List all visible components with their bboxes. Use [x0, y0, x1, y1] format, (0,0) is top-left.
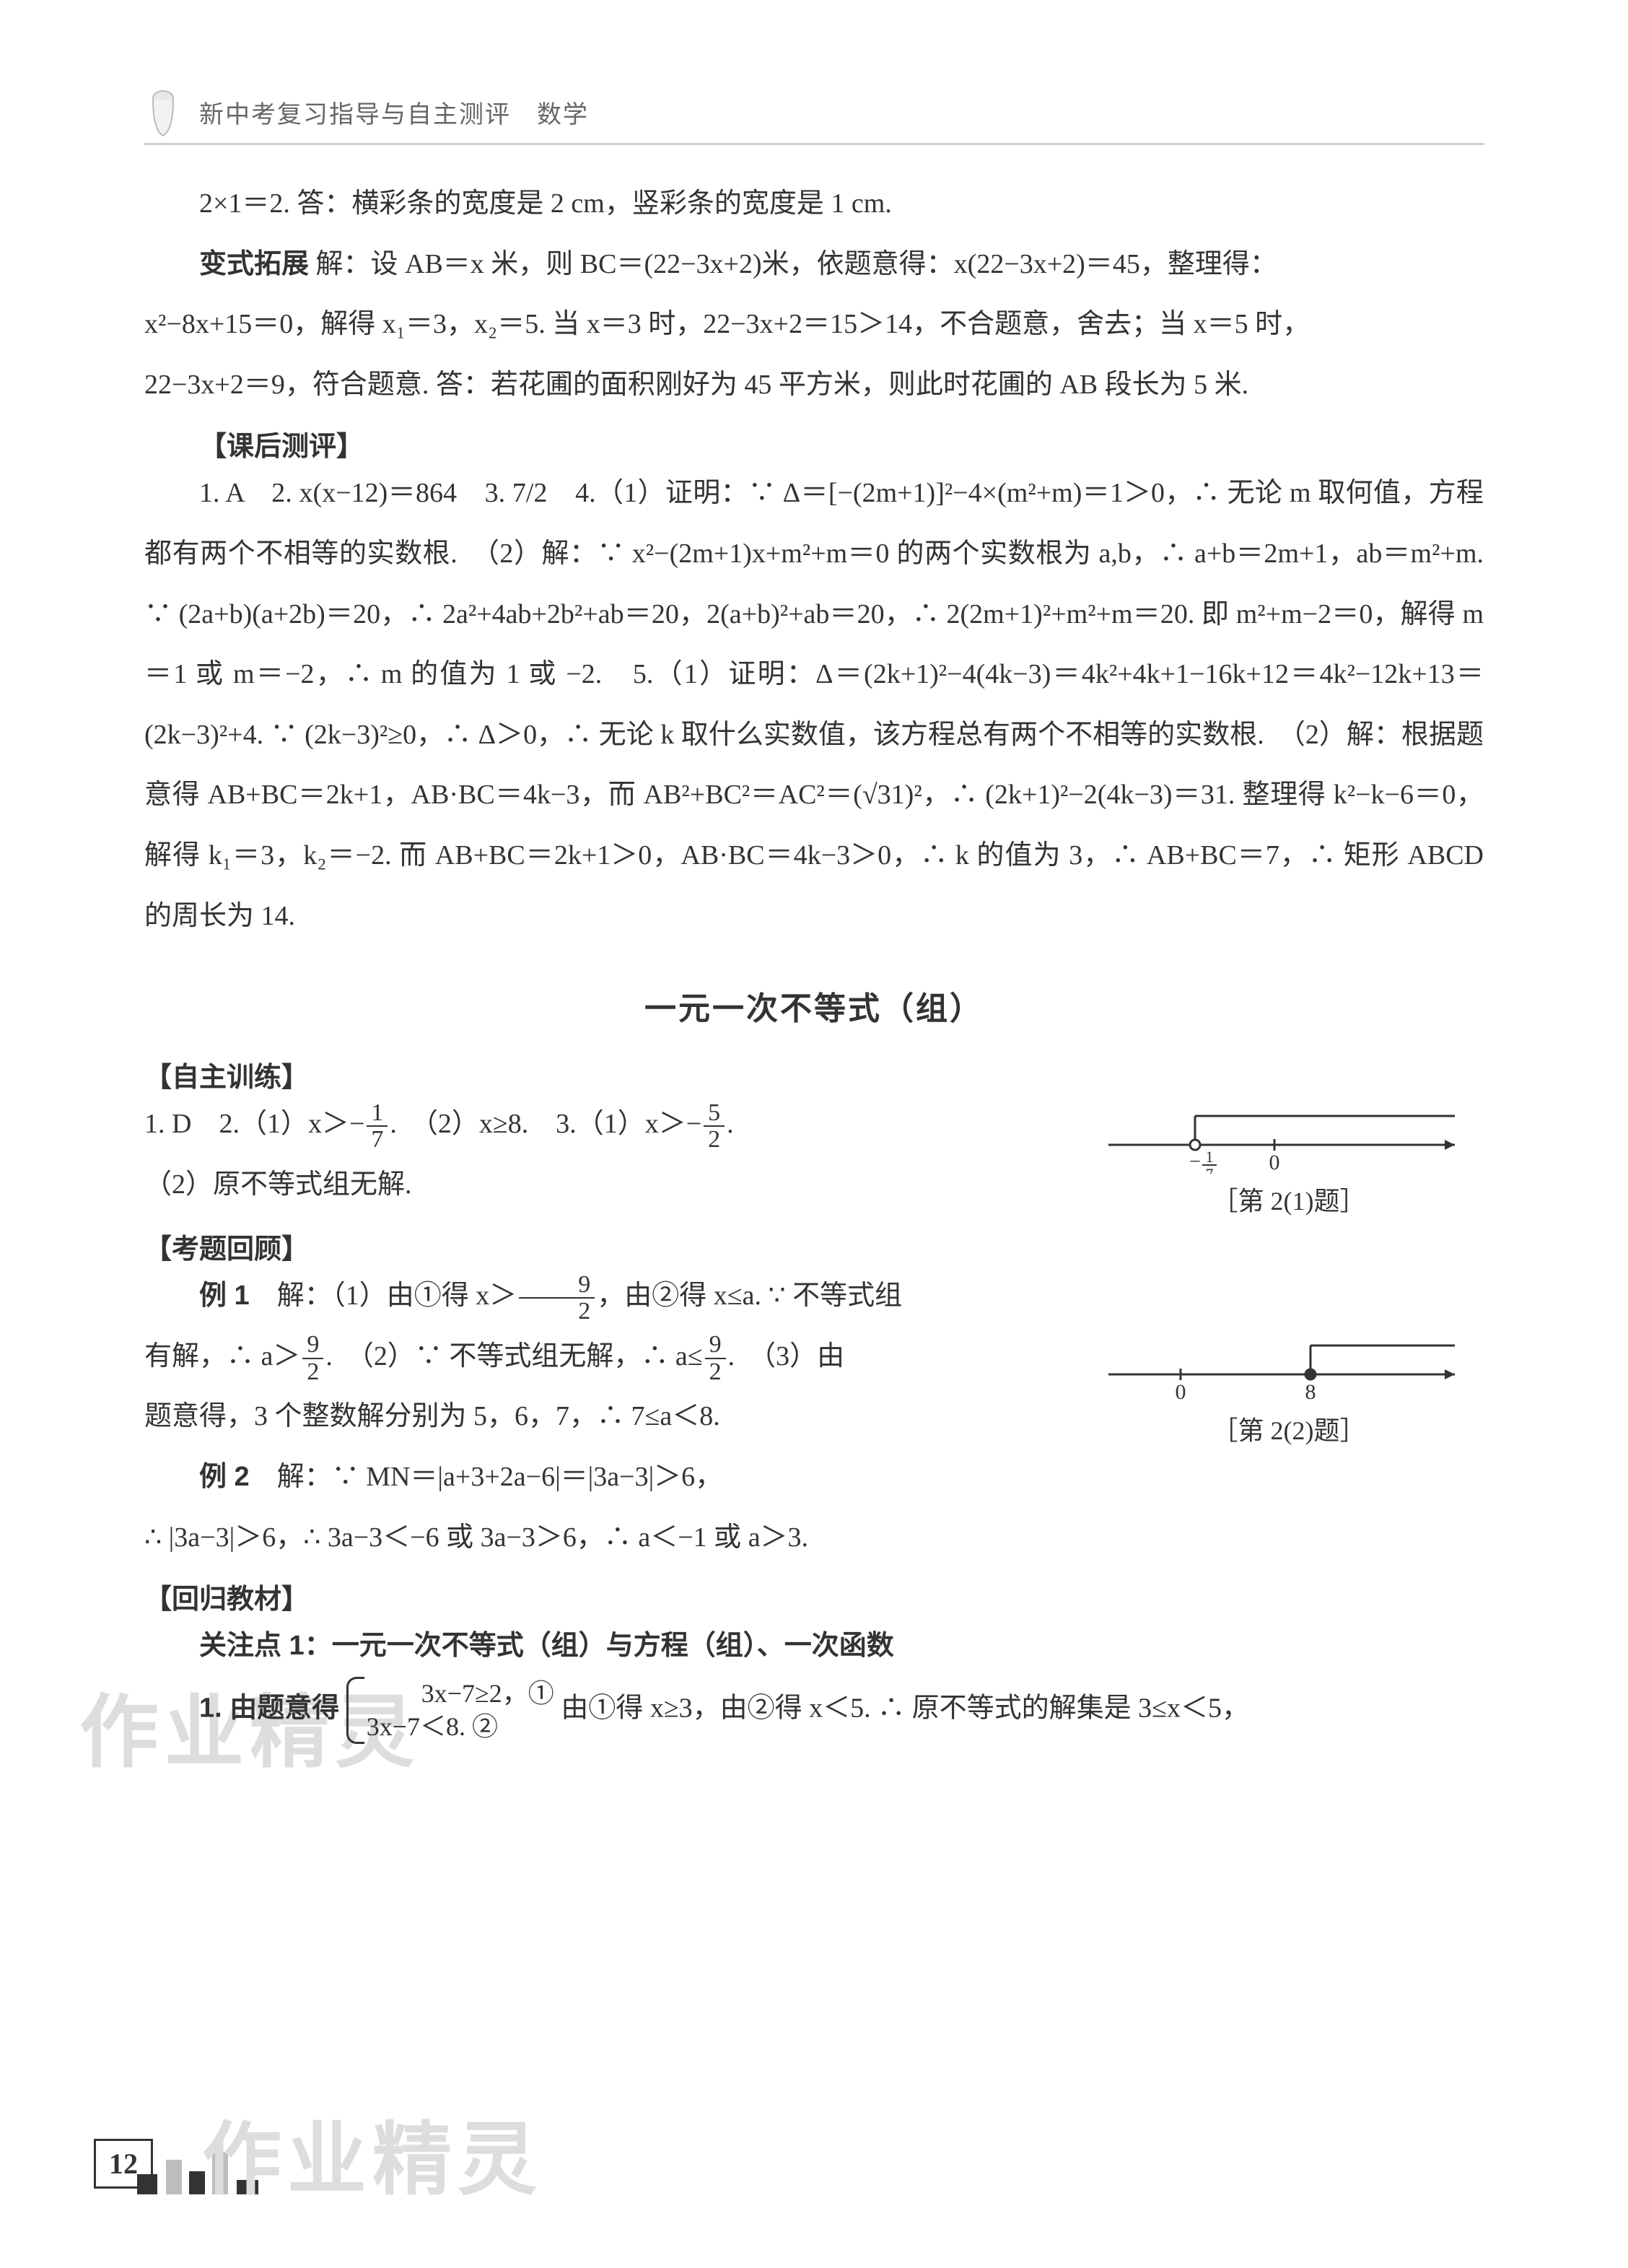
- ex1-d: . （2）∵ 不等式组无解，∴ a≤: [325, 1341, 702, 1371]
- zizhu-row: 1. D 2.（1）x＞−17. （2）x≥8. 3.（1）x＞−52. （2）…: [144, 1094, 1484, 1218]
- frac-1-7: 17: [367, 1100, 388, 1153]
- svg-text:0: 0: [1176, 1380, 1186, 1403]
- number-line-1: − 1 7 0: [1094, 1094, 1469, 1174]
- zizhu-line2: （2）原不等式组无解.: [144, 1155, 1072, 1216]
- frac-9-2-a: 92: [519, 1272, 595, 1325]
- zz-l1a: 1. D 2.（1）x＞−: [144, 1109, 364, 1139]
- q1-b: 由①得 x≥3，由②得 x＜5. ∴ 原不等式的解集是 3≤x＜5，: [561, 1693, 1249, 1723]
- header-title: 新中考复习指导与自主测评 数学: [199, 95, 589, 130]
- huigui-q1: 1. 由题意得 3x−7≥2，① 3x−7＜8. ② 由①得 x≥3，由②得 x…: [144, 1677, 1484, 1745]
- ex1-f: 题意得，3 个整数解分别为 5，6，7，∴ 7≤a＜8.: [144, 1387, 1072, 1447]
- ex1-c: 有解，∴ a＞: [144, 1341, 300, 1371]
- fig2-container: 0 8 ［第 2(2)题］: [1094, 1266, 1484, 1447]
- svg-text:7: 7: [1206, 1165, 1214, 1174]
- svg-text:1: 1: [1206, 1148, 1214, 1166]
- ex1-line1: 例 1 解：（1）由①得 x＞92，由②得 x≤a. ∵ 不等式组: [144, 1266, 1072, 1327]
- page-header: 新中考复习指导与自主测评 数学: [144, 87, 1484, 145]
- bst-label: 变式拓展: [199, 249, 309, 279]
- zizhu-label: 【自主训练】: [144, 1055, 1484, 1094]
- svg-text:0: 0: [1269, 1151, 1280, 1174]
- ex1-label: 例 1: [199, 1281, 250, 1311]
- huigui-label: 【回归教材】: [144, 1576, 1484, 1616]
- kaoti-label: 【考题回顾】: [144, 1226, 1484, 1266]
- top-line-1: 2×1＝2. 答：横彩条的宽度是 2 cm，竖彩条的宽度是 1 cm.: [144, 174, 1484, 235]
- focus-label: 关注点 1：一元一次不等式（组）与方程（组）、一次函数: [144, 1616, 1484, 1677]
- frac-9-2-c: 92: [705, 1332, 726, 1384]
- ex1-line2: 有解，∴ a＞92. （2）∵ 不等式组无解，∴ a≤92. （3）由: [144, 1327, 1072, 1387]
- q1-a: 1. 由题意得: [199, 1693, 339, 1723]
- zz-l1c: .: [727, 1109, 734, 1139]
- fig2-caption: ［第 2(2)题］: [1094, 1410, 1484, 1447]
- kaoti-row: 例 1 解：（1）由①得 x＞92，由②得 x≤a. ∵ 不等式组 有解，∴ a…: [144, 1266, 1484, 1568]
- ex2-line1: 例 2 解：∵ MN＝|a+3+2a−6|＝|3a−3|＞6，: [144, 1447, 1072, 1508]
- center-title: 一元一次不等式（组）: [144, 982, 1484, 1029]
- brace-bot: 3x−7＜8. ②: [367, 1712, 498, 1741]
- fig1-caption: ［第 2(1)题］: [1094, 1180, 1484, 1218]
- svg-text:−: −: [1189, 1151, 1201, 1173]
- svg-text:8: 8: [1305, 1380, 1316, 1403]
- ex2-a: 解：∵ MN＝|a+3+2a−6|＝|3a−3|＞6，: [250, 1462, 722, 1492]
- zz-l1b: . （2）x≥8. 3.（1）x＞−: [390, 1109, 701, 1139]
- ex1-b: ，由②得 x≤a. ∵ 不等式组: [597, 1281, 902, 1311]
- ex2-label: 例 2: [199, 1462, 250, 1492]
- ex1-e: . （3）由: [728, 1341, 845, 1371]
- fig1-container: − 1 7 0 ［第 2(1)题］: [1094, 1094, 1484, 1218]
- page-container: 新中考复习指导与自主测评 数学 2×1＝2. 答：横彩条的宽度是 2 cm，竖彩…: [0, 0, 1628, 1816]
- brace-top: 3x−7≥2，①: [421, 1679, 554, 1708]
- kehou-label: 【课后测评】: [144, 424, 1484, 463]
- bst-text-1: 解：设 AB＝x 米，则 BC＝(22−3x+2)米，依题意得：x(22−3x+…: [316, 249, 1277, 279]
- book-icon: [144, 87, 182, 137]
- frac-5-2: 52: [704, 1100, 725, 1153]
- bst-text-3: 22−3x+2＝9，符合题意. 答：若花圃的面积刚好为 45 平方米，则此时花圃…: [144, 355, 1484, 416]
- bst-text-2: x²−8x+15＝0，解得 x₁＝3，x₂＝5. 当 x＝3 时，22−3x+2…: [144, 295, 1484, 355]
- brace-system: 3x−7≥2，① 3x−7＜8. ②: [346, 1677, 554, 1745]
- number-line-2: 0 8: [1094, 1324, 1469, 1403]
- frac-9-2-b: 92: [302, 1332, 323, 1384]
- footer-decoration-icon: [137, 2153, 325, 2196]
- zizhu-line1: 1. D 2.（1）x＞−17. （2）x≥8. 3.（1）x＞−52.: [144, 1094, 1072, 1155]
- bst-line-1: 变式拓展 解：设 AB＝x 米，则 BC＝(22−3x+2)米，依题意得：x(2…: [144, 235, 1484, 295]
- ex2-b: ∴ |3a−3|＞6，∴ 3a−3＜−6 或 3a−3＞6，∴ a＜−1 或 a…: [144, 1508, 1072, 1569]
- ex1-a: 解：（1）由①得 x＞: [250, 1281, 517, 1311]
- kehou-text: 1. A 2. x(x−12)＝864 3. 7/2 4.（1）证明：∵ Δ＝[…: [144, 463, 1484, 946]
